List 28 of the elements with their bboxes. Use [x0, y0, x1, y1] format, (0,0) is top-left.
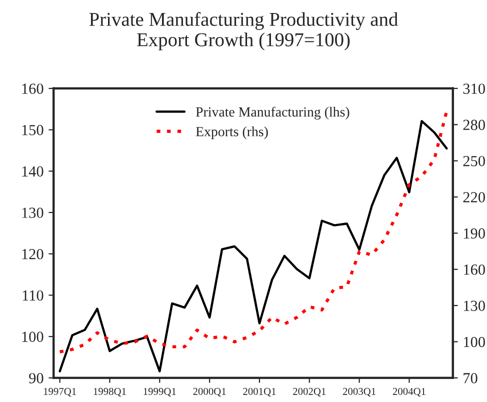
- chart-title: Private Manufacturing Productivity and Export Growth (1997=100): [89, 12, 398, 50]
- y2-tick-label: 130: [464, 300, 485, 311]
- y2-tick-label: 250: [463, 156, 485, 166]
- x-tick-label: 2003Q1: [342, 388, 376, 397]
- x-tick-label: 2004Q1: [392, 388, 426, 397]
- y2-tick-label: 160: [464, 264, 485, 275]
- y-tick-label: 90: [29, 373, 44, 384]
- x-tick-label: 1998Q1: [94, 388, 126, 397]
- y2-tick-label: 220: [463, 192, 485, 202]
- y-tick-label: 100: [22, 332, 44, 342]
- x-tick-label: 2000Q1: [193, 388, 226, 397]
- y2-tick-label: 70: [464, 373, 478, 384]
- y-tick-label: 150: [22, 124, 44, 136]
- y2-tick-label: 310: [463, 84, 485, 94]
- y-tick-label: 160: [22, 84, 44, 94]
- y-tick-label: 140: [22, 166, 44, 177]
- legend-label: Private Manufacturing (lhs): [196, 106, 350, 120]
- y-tick-label: 130: [22, 208, 44, 218]
- legend-label: Exports (rhs): [196, 126, 268, 140]
- y-tick-label: 120: [22, 248, 44, 260]
- x-tick-label: 1997Q1: [44, 388, 76, 397]
- y2-tick-label: 190: [464, 228, 485, 239]
- x-tick-label: 1999Q1: [144, 388, 176, 397]
- y2-tick-label: 100: [464, 336, 485, 348]
- y2-tick-label: 280: [463, 120, 485, 130]
- x-tick-label: 2002Q1: [293, 388, 326, 397]
- y-tick-label: 110: [22, 290, 44, 301]
- x-tick-label: 2001Q1: [243, 388, 276, 397]
